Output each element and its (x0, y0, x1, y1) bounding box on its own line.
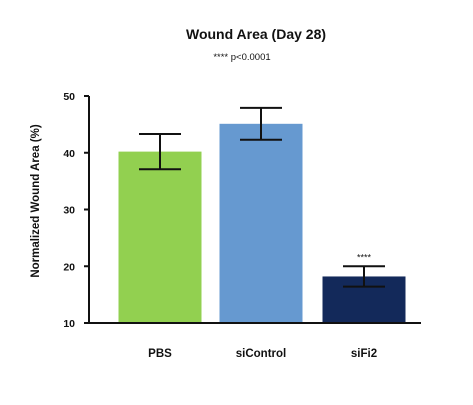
bar-pbs (118, 151, 202, 323)
y-tick-label: 40 (63, 148, 75, 160)
y-tick-label: 30 (63, 205, 75, 217)
x-tick-label: siFi2 (351, 348, 377, 360)
chart-subtitle: **** p<0.0001 (213, 52, 270, 63)
y-axis-label: Normalized Wound Area (%) (30, 124, 42, 278)
bar-sicontrol (219, 123, 303, 324)
y-tick-label: 20 (63, 261, 75, 273)
x-tick-label: siControl (236, 348, 286, 360)
y-tick-label: 50 (63, 91, 75, 103)
significance-marker: **** (357, 252, 372, 262)
chart-title: Wound Area (Day 28) (186, 26, 326, 42)
y-tick-label: 10 (63, 318, 75, 330)
x-tick-label: PBS (148, 348, 172, 360)
plot-area: PBS siControl **** siFi2 10 20 30 40 50 (63, 91, 421, 360)
